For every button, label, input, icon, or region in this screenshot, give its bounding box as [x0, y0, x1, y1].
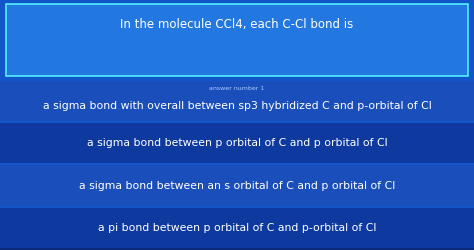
Text: a sigma bond with overall between sp3 hybridized C and p-orbital of Cl: a sigma bond with overall between sp3 hy…: [43, 101, 431, 111]
Text: answer number 1: answer number 1: [210, 86, 264, 91]
FancyBboxPatch shape: [0, 208, 474, 248]
Text: a pi bond between p orbital of C and p-orbital of Cl: a pi bond between p orbital of C and p-o…: [98, 223, 376, 233]
FancyBboxPatch shape: [0, 81, 474, 121]
FancyBboxPatch shape: [6, 4, 468, 76]
Text: a sigma bond between p orbital of C and p orbital of Cl: a sigma bond between p orbital of C and …: [87, 138, 387, 148]
FancyBboxPatch shape: [0, 123, 474, 164]
FancyBboxPatch shape: [0, 166, 474, 206]
Bar: [0, 248, 474, 250]
Text: In the molecule CCl4, each C-Cl bond is: In the molecule CCl4, each C-Cl bond is: [120, 18, 354, 30]
Text: a sigma bond between an s orbital of C and p orbital of Cl: a sigma bond between an s orbital of C a…: [79, 180, 395, 190]
